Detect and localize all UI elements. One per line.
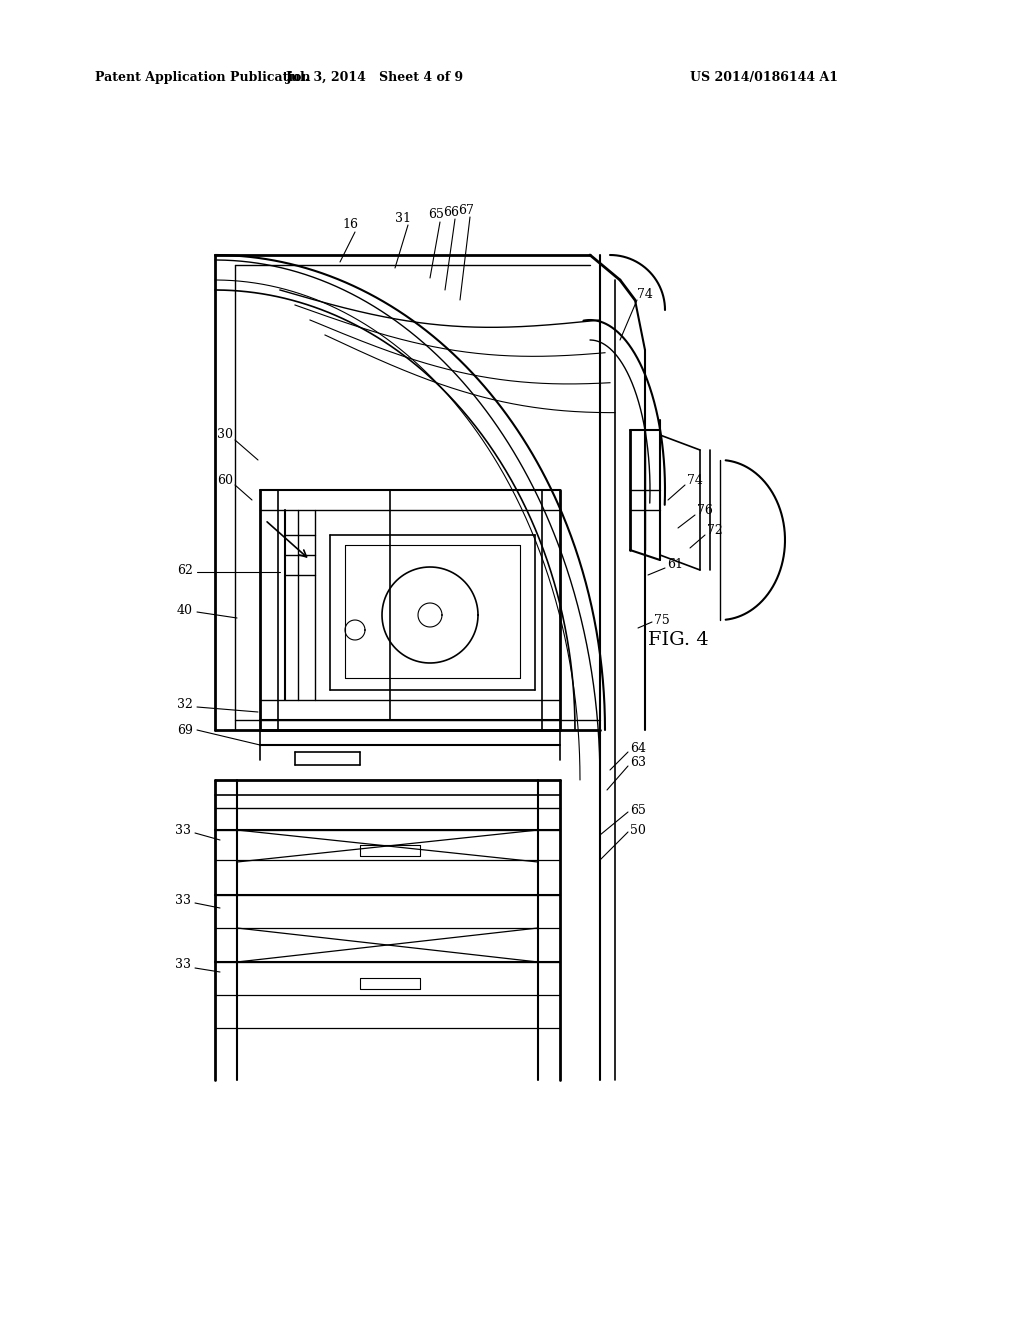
Text: 65: 65 [630,804,646,817]
Text: 33: 33 [175,824,191,837]
Text: 74: 74 [637,289,653,301]
Text: 32: 32 [177,698,193,711]
Text: 74: 74 [687,474,702,487]
Text: Patent Application Publication: Patent Application Publication [95,71,310,84]
Text: 72: 72 [708,524,723,536]
Text: 40: 40 [177,603,193,616]
Text: 69: 69 [177,723,193,737]
Text: 66: 66 [443,206,459,219]
Text: 60: 60 [217,474,233,487]
Text: 50: 50 [630,824,646,837]
Text: 33: 33 [175,958,191,972]
Text: 65: 65 [428,209,444,222]
Text: 76: 76 [697,503,713,516]
Text: Jul. 3, 2014   Sheet 4 of 9: Jul. 3, 2014 Sheet 4 of 9 [286,71,464,84]
Text: 64: 64 [630,742,646,755]
Text: 16: 16 [342,219,358,231]
Text: 75: 75 [654,614,670,627]
Text: 31: 31 [395,211,411,224]
Text: 30: 30 [217,429,233,441]
Text: 63: 63 [630,755,646,768]
Text: 61: 61 [667,558,683,572]
Text: 33: 33 [175,894,191,907]
Text: 67: 67 [458,203,474,216]
Text: 62: 62 [177,564,193,577]
Text: US 2014/0186144 A1: US 2014/0186144 A1 [690,71,838,84]
Text: FIG. 4: FIG. 4 [648,631,709,649]
